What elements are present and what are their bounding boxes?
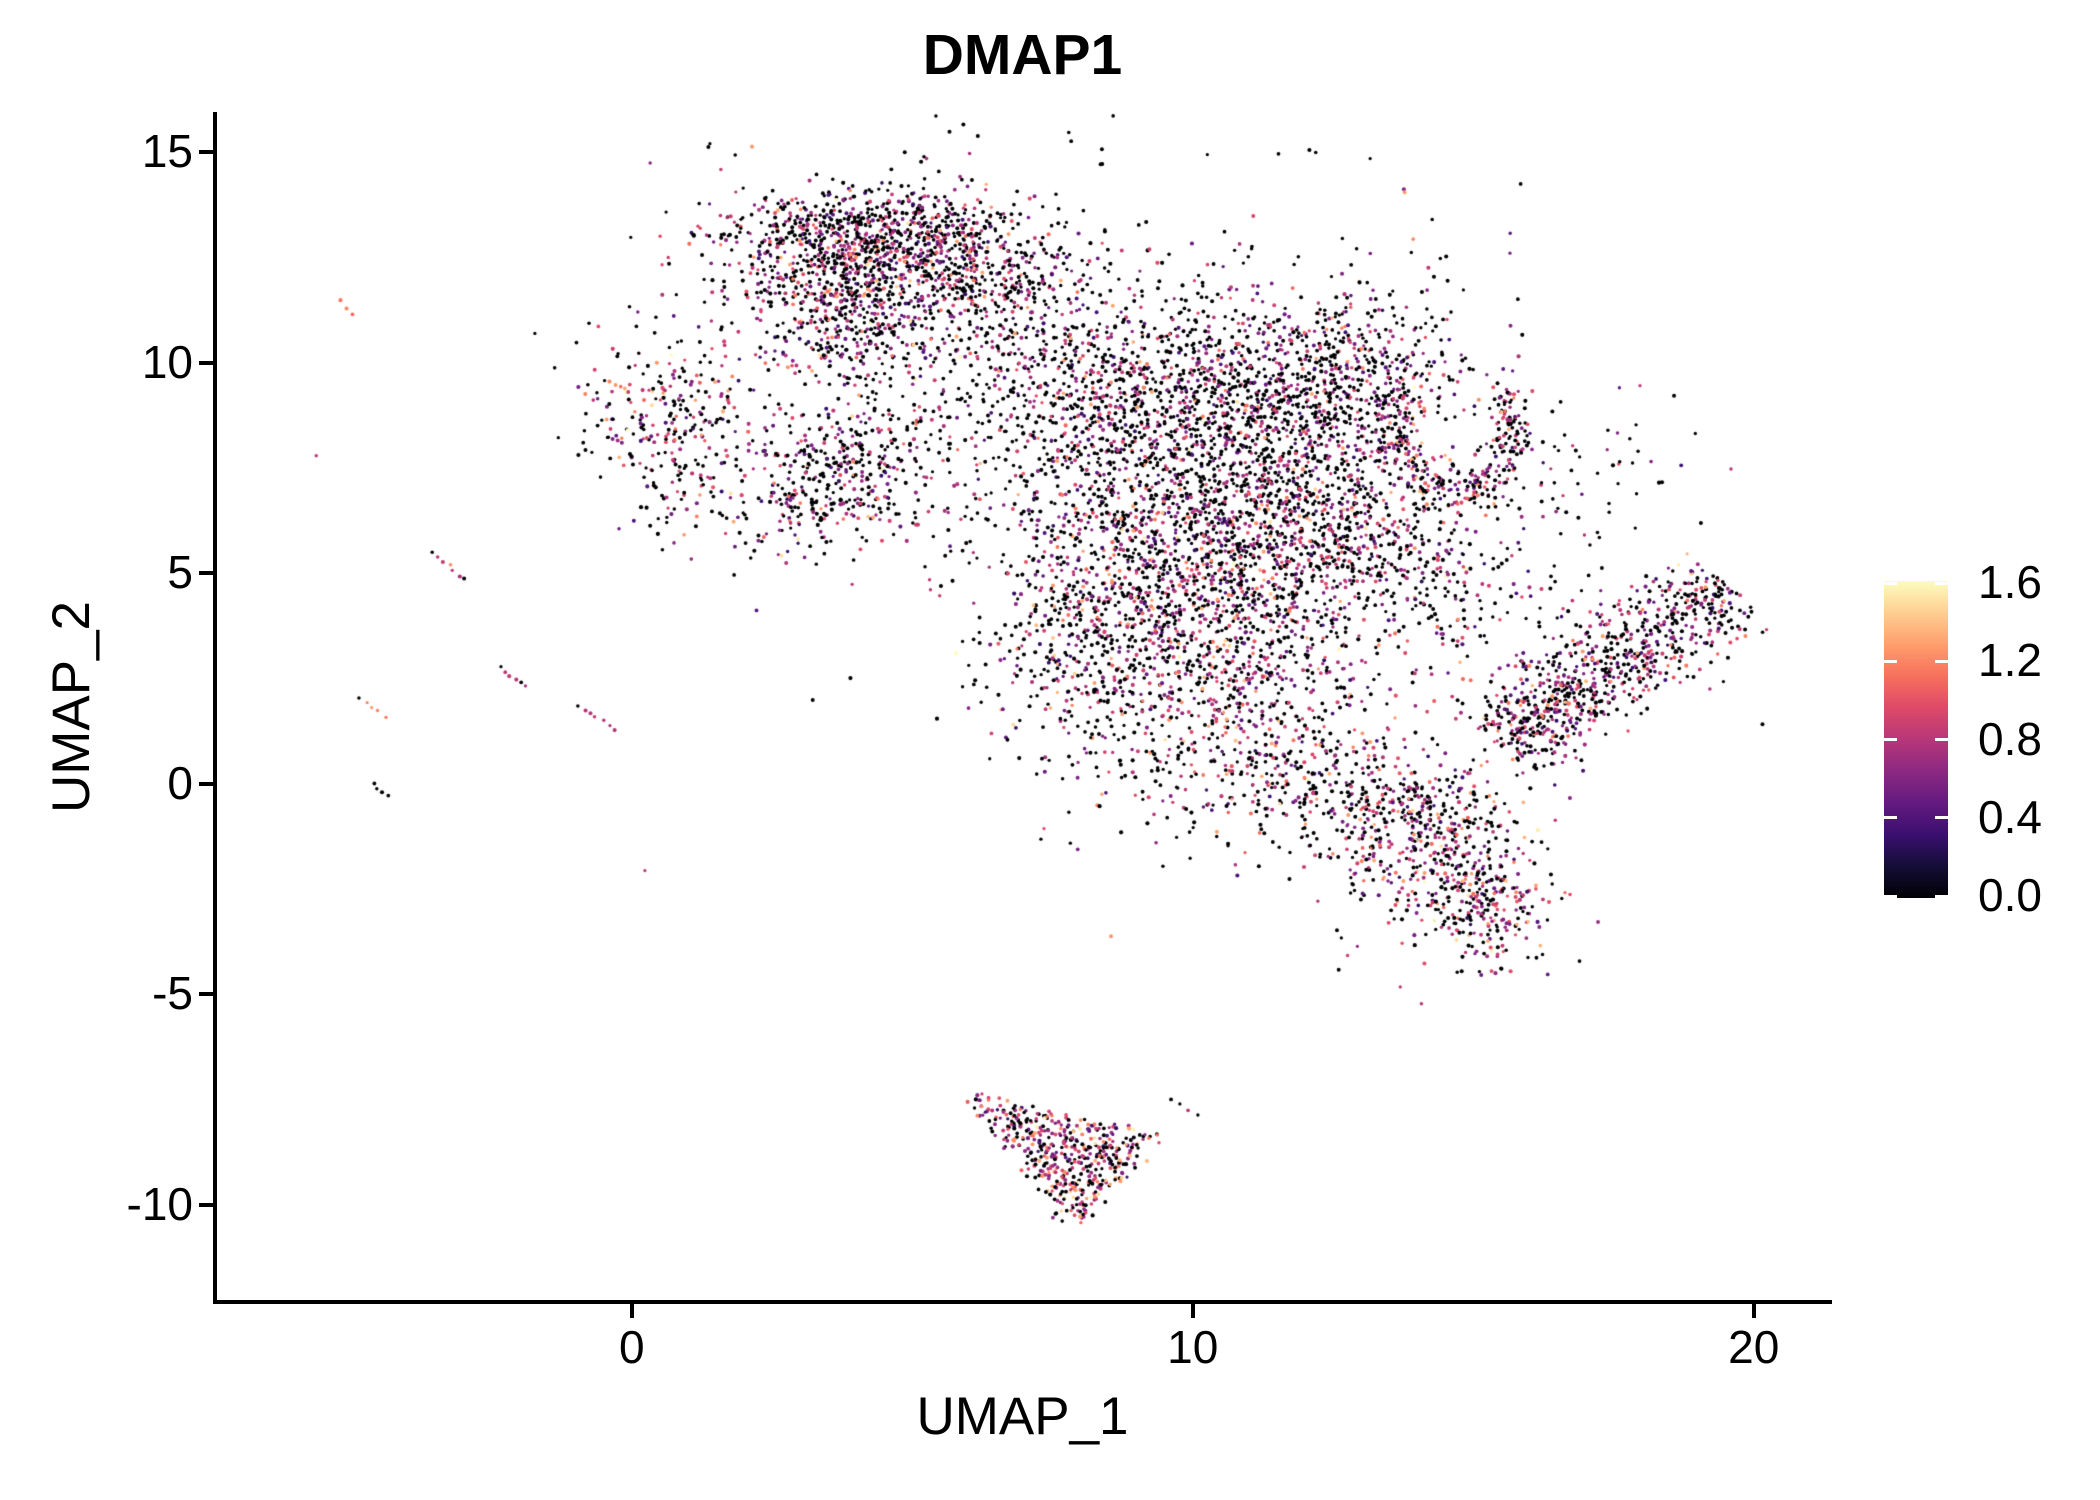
y-axis-tick-label: 15 bbox=[141, 125, 193, 177]
x-axis-tick bbox=[629, 1304, 634, 1318]
colorbar-tick bbox=[1935, 894, 1948, 898]
x-axis-line bbox=[213, 1300, 1832, 1304]
x-axis-tick-label: 20 bbox=[1728, 1321, 1780, 1373]
y-axis-tick bbox=[199, 781, 213, 786]
y-axis-tick bbox=[199, 150, 213, 154]
colorbar-tick bbox=[1884, 894, 1897, 898]
colorbar-tick-label: 0.0 bbox=[1978, 869, 2042, 921]
x-axis-tick-label: 10 bbox=[1167, 1321, 1219, 1373]
colorbar-tick bbox=[1935, 816, 1948, 820]
x-axis-tick-label: 0 bbox=[618, 1321, 645, 1373]
colorbar-tick bbox=[1935, 581, 1948, 585]
colorbar-tick bbox=[1884, 659, 1897, 663]
y-axis-tick bbox=[199, 992, 213, 997]
x-axis-tick bbox=[1190, 1304, 1195, 1318]
y-axis-tick bbox=[199, 571, 213, 576]
colorbar-tick-label: 1.2 bbox=[1978, 634, 2042, 687]
colorbar-tick-label: 0.8 bbox=[1978, 712, 2042, 765]
y-axis-tick-label: -10 bbox=[126, 1177, 193, 1230]
colorbar-tick bbox=[1884, 738, 1897, 741]
colorbar-tick bbox=[1884, 581, 1897, 585]
plot-title: DMAP1 bbox=[922, 23, 1123, 87]
colorbar-tick-label: 1.6 bbox=[1978, 556, 2042, 608]
y-axis-tick-label: 5 bbox=[167, 546, 193, 599]
y-axis-title: UMAP_2 bbox=[41, 600, 101, 814]
colorbar-tick bbox=[1935, 659, 1948, 663]
y-axis-tick-label: -5 bbox=[152, 967, 193, 1020]
colorbar-tick bbox=[1884, 816, 1897, 820]
y-axis-line bbox=[213, 112, 217, 1304]
y-axis-tick-label: 10 bbox=[141, 335, 193, 388]
colorbar-tick bbox=[1935, 738, 1948, 741]
y-axis-tick bbox=[199, 1202, 213, 1207]
y-axis-tick bbox=[199, 360, 213, 365]
colorbar-tick-label: 0.4 bbox=[1978, 790, 2042, 843]
x-axis-tick bbox=[1751, 1304, 1756, 1318]
x-axis-title: UMAP_1 bbox=[916, 1387, 1129, 1446]
y-axis-tick-label: 0 bbox=[167, 756, 193, 809]
